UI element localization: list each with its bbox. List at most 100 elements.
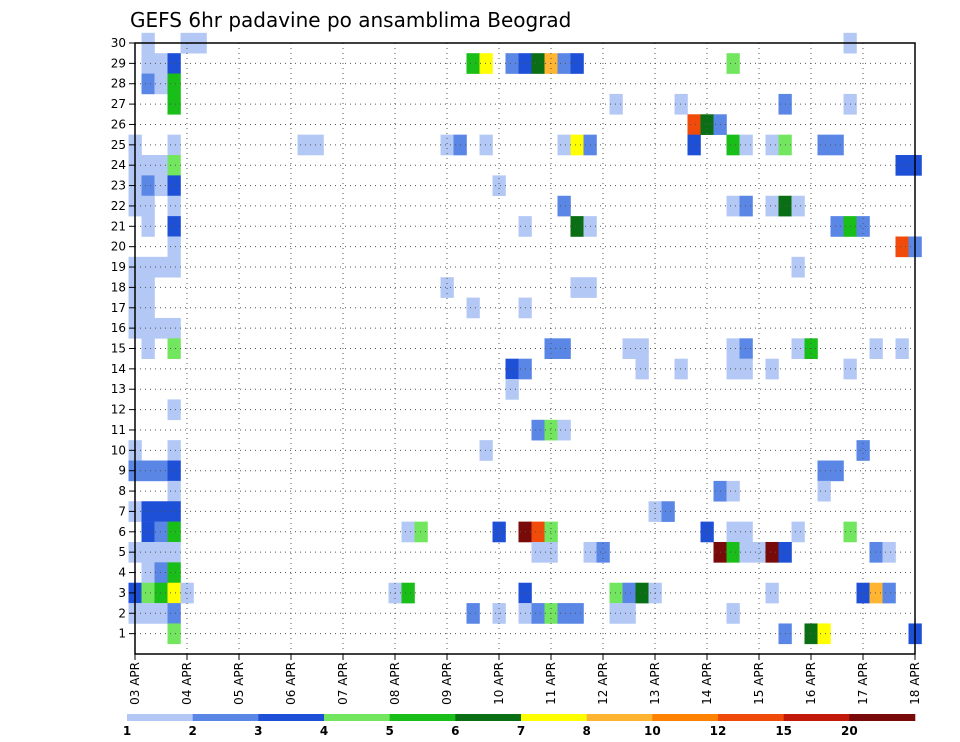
heatmap-cell: [531, 541, 545, 563]
heatmap-cell: [726, 53, 740, 74]
heatmap-cell: [765, 541, 779, 563]
colorbar-segment: [586, 714, 653, 721]
heatmap-cell: [154, 562, 168, 584]
heatmap-cell: [167, 562, 181, 584]
heatmap-cell: [141, 582, 155, 604]
y-tick-label: 5: [118, 545, 126, 559]
heatmap-cell: [167, 93, 181, 115]
y-tick-label: 14: [111, 362, 126, 376]
heatmap-cell: [739, 541, 753, 563]
heatmap-cell: [167, 399, 181, 421]
heatmap-cell: [791, 521, 805, 543]
heatmap-cell: [622, 338, 636, 359]
heatmap-cell: [154, 460, 168, 482]
heatmap-cell: [154, 582, 168, 604]
heatmap-cell: [700, 521, 714, 543]
heatmap-cell: [557, 338, 571, 359]
heatmap-cell: [167, 603, 181, 624]
heatmap-cell: [141, 501, 155, 522]
x-tick-label: 08 APR: [388, 662, 402, 705]
y-tick-label: 9: [118, 464, 126, 478]
heatmap-cell: [882, 541, 896, 563]
heatmap-cell: [167, 480, 181, 502]
heatmap-cell: [726, 603, 740, 624]
heatmap-cell: [609, 582, 623, 604]
y-tick-label: 29: [111, 56, 126, 70]
heatmap-cell: [141, 297, 155, 319]
heatmap-cell: [141, 155, 155, 176]
heatmap-cell: [674, 358, 688, 380]
heatmap-cell: [492, 521, 506, 543]
heatmap-cell: [167, 460, 181, 482]
heatmap-cell: [167, 338, 181, 359]
heatmap-cell: [440, 277, 454, 298]
y-tick-label: 15: [111, 342, 126, 356]
x-tick-label: 13 APR: [648, 662, 662, 705]
heatmap-cell: [765, 358, 779, 380]
colorbar-label: 3: [254, 724, 262, 738]
x-tick-label: 18 APR: [908, 662, 922, 705]
heatmap-cell: [141, 53, 155, 74]
x-tick-label: 15 APR: [752, 662, 766, 705]
y-tick-label: 21: [111, 219, 126, 233]
colorbar-segment: [521, 714, 587, 721]
x-tick-label: 03 APR: [128, 662, 142, 705]
heatmap-cell: [141, 562, 155, 584]
chart-title: GEFS 6hr padavine po ansamblima Beograd: [130, 8, 571, 32]
heatmap-cell: [856, 440, 870, 461]
heatmap-cell: [622, 582, 636, 604]
heatmap-cell: [726, 541, 740, 563]
heatmap-cell: [141, 216, 155, 237]
heatmap-cell: [297, 134, 311, 156]
heatmap-cell: [895, 338, 909, 359]
heatmap-cell: [401, 582, 415, 604]
heatmap-cell: [505, 379, 519, 400]
heatmap-cell: [154, 53, 168, 74]
heatmap-cell: [817, 134, 831, 156]
heatmap-cell: [531, 419, 545, 441]
heatmap-cell: [557, 53, 571, 74]
y-tick-label: 18: [111, 280, 126, 294]
x-tick-label: 12 APR: [596, 662, 610, 705]
heatmap-cell: [167, 216, 181, 237]
heatmap-cell: [141, 175, 155, 197]
y-tick-label: 26: [111, 117, 126, 131]
heatmap-cell: [557, 419, 571, 441]
heatmap-cell: [817, 480, 831, 502]
heatmap-cell: [167, 236, 181, 258]
heatmap-cell: [739, 338, 753, 359]
y-tick-label: 16: [111, 321, 126, 335]
heatmap-cell: [531, 521, 545, 543]
heatmap-cell: [570, 134, 584, 156]
colorbar-label: 15: [775, 724, 792, 738]
y-tick-label: 10: [111, 443, 126, 457]
x-tick-label: 09 APR: [440, 662, 454, 705]
y-tick-label: 1: [118, 627, 126, 641]
heatmap-cell: [817, 460, 831, 482]
y-tick-label: 2: [118, 606, 126, 620]
heatmap-cell: [154, 521, 168, 543]
heatmap-cell: [791, 195, 805, 217]
heatmap-cell: [544, 521, 558, 543]
heatmap-cell: [596, 541, 610, 563]
heatmap-cell: [687, 134, 701, 156]
colorbar-label: 1: [123, 724, 131, 738]
heatmap-cell: [154, 73, 168, 95]
heatmap-cell: [154, 155, 168, 176]
heatmap-cell: [869, 541, 883, 563]
heatmap-cell: [726, 521, 740, 543]
heatmap-cell: [167, 155, 181, 176]
heatmap-cell: [726, 195, 740, 217]
y-tick-label: 28: [111, 77, 126, 91]
x-tick-label: 14 APR: [700, 662, 714, 705]
colorbar-label: 5: [385, 724, 393, 738]
heatmap-cell: [765, 195, 779, 217]
heatmap-cell: [141, 256, 155, 278]
heatmap-cell: [570, 216, 584, 237]
heatmap-cell: [167, 195, 181, 217]
y-axis: 1234567891011121314151617181920212223242…: [111, 36, 135, 641]
y-tick-label: 23: [111, 179, 126, 193]
x-tick-label: 17 APR: [856, 662, 870, 705]
y-tick-label: 24: [111, 158, 126, 172]
